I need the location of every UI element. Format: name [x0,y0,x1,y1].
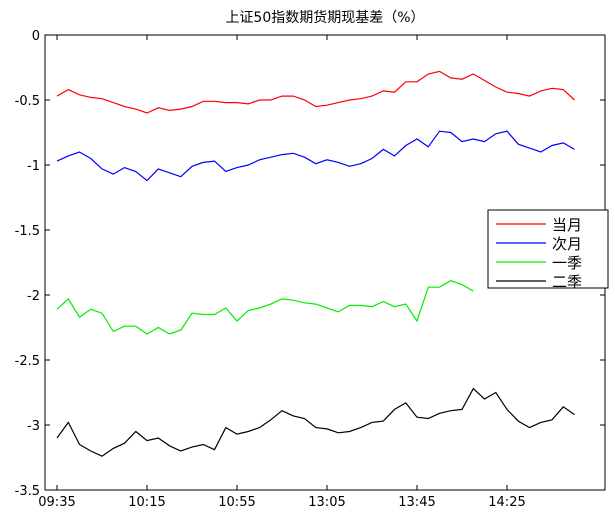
axes: 0 -0.5 -1 -1.5 -2 -2.5 -3 -3.509:35 10:15 10:55 13… [15,29,606,510]
legend-label: 次月 [552,235,582,253]
legend-label: 当月 [552,216,582,234]
y-tick-label: -0.5 [15,94,40,109]
x-tick-label: 14:25 [488,495,525,510]
series-line-当月 [56,70,575,114]
legend-box [487,209,609,289]
series-line-次月 [56,130,575,182]
y-tick-label: -1.5 [15,224,40,239]
x-tick-label: 09:35 [38,495,75,510]
legend-label: 一季 [552,254,582,272]
x-tick-label: 10:55 [218,495,255,510]
series-lines [56,70,575,457]
y-tick-label: -2.5 [15,354,40,369]
x-tick-label: 13:05 [308,495,345,510]
chart-title: 上证50指数期货期现基差（%） [225,9,424,26]
x-tick-label: 10:15 [128,495,165,510]
y-tick-label: -3.5 [15,484,40,499]
x-tick-label: 13:45 [398,495,435,510]
legend-label: 二季 [552,273,582,291]
y-tick-label: -1 [27,159,40,174]
series-line-一季 [56,280,474,335]
y-tick-label: -2 [27,289,40,304]
y-tick-label: -3 [27,419,40,434]
y-tick-label: 0 [32,29,40,44]
series-line-二季 [56,387,575,457]
